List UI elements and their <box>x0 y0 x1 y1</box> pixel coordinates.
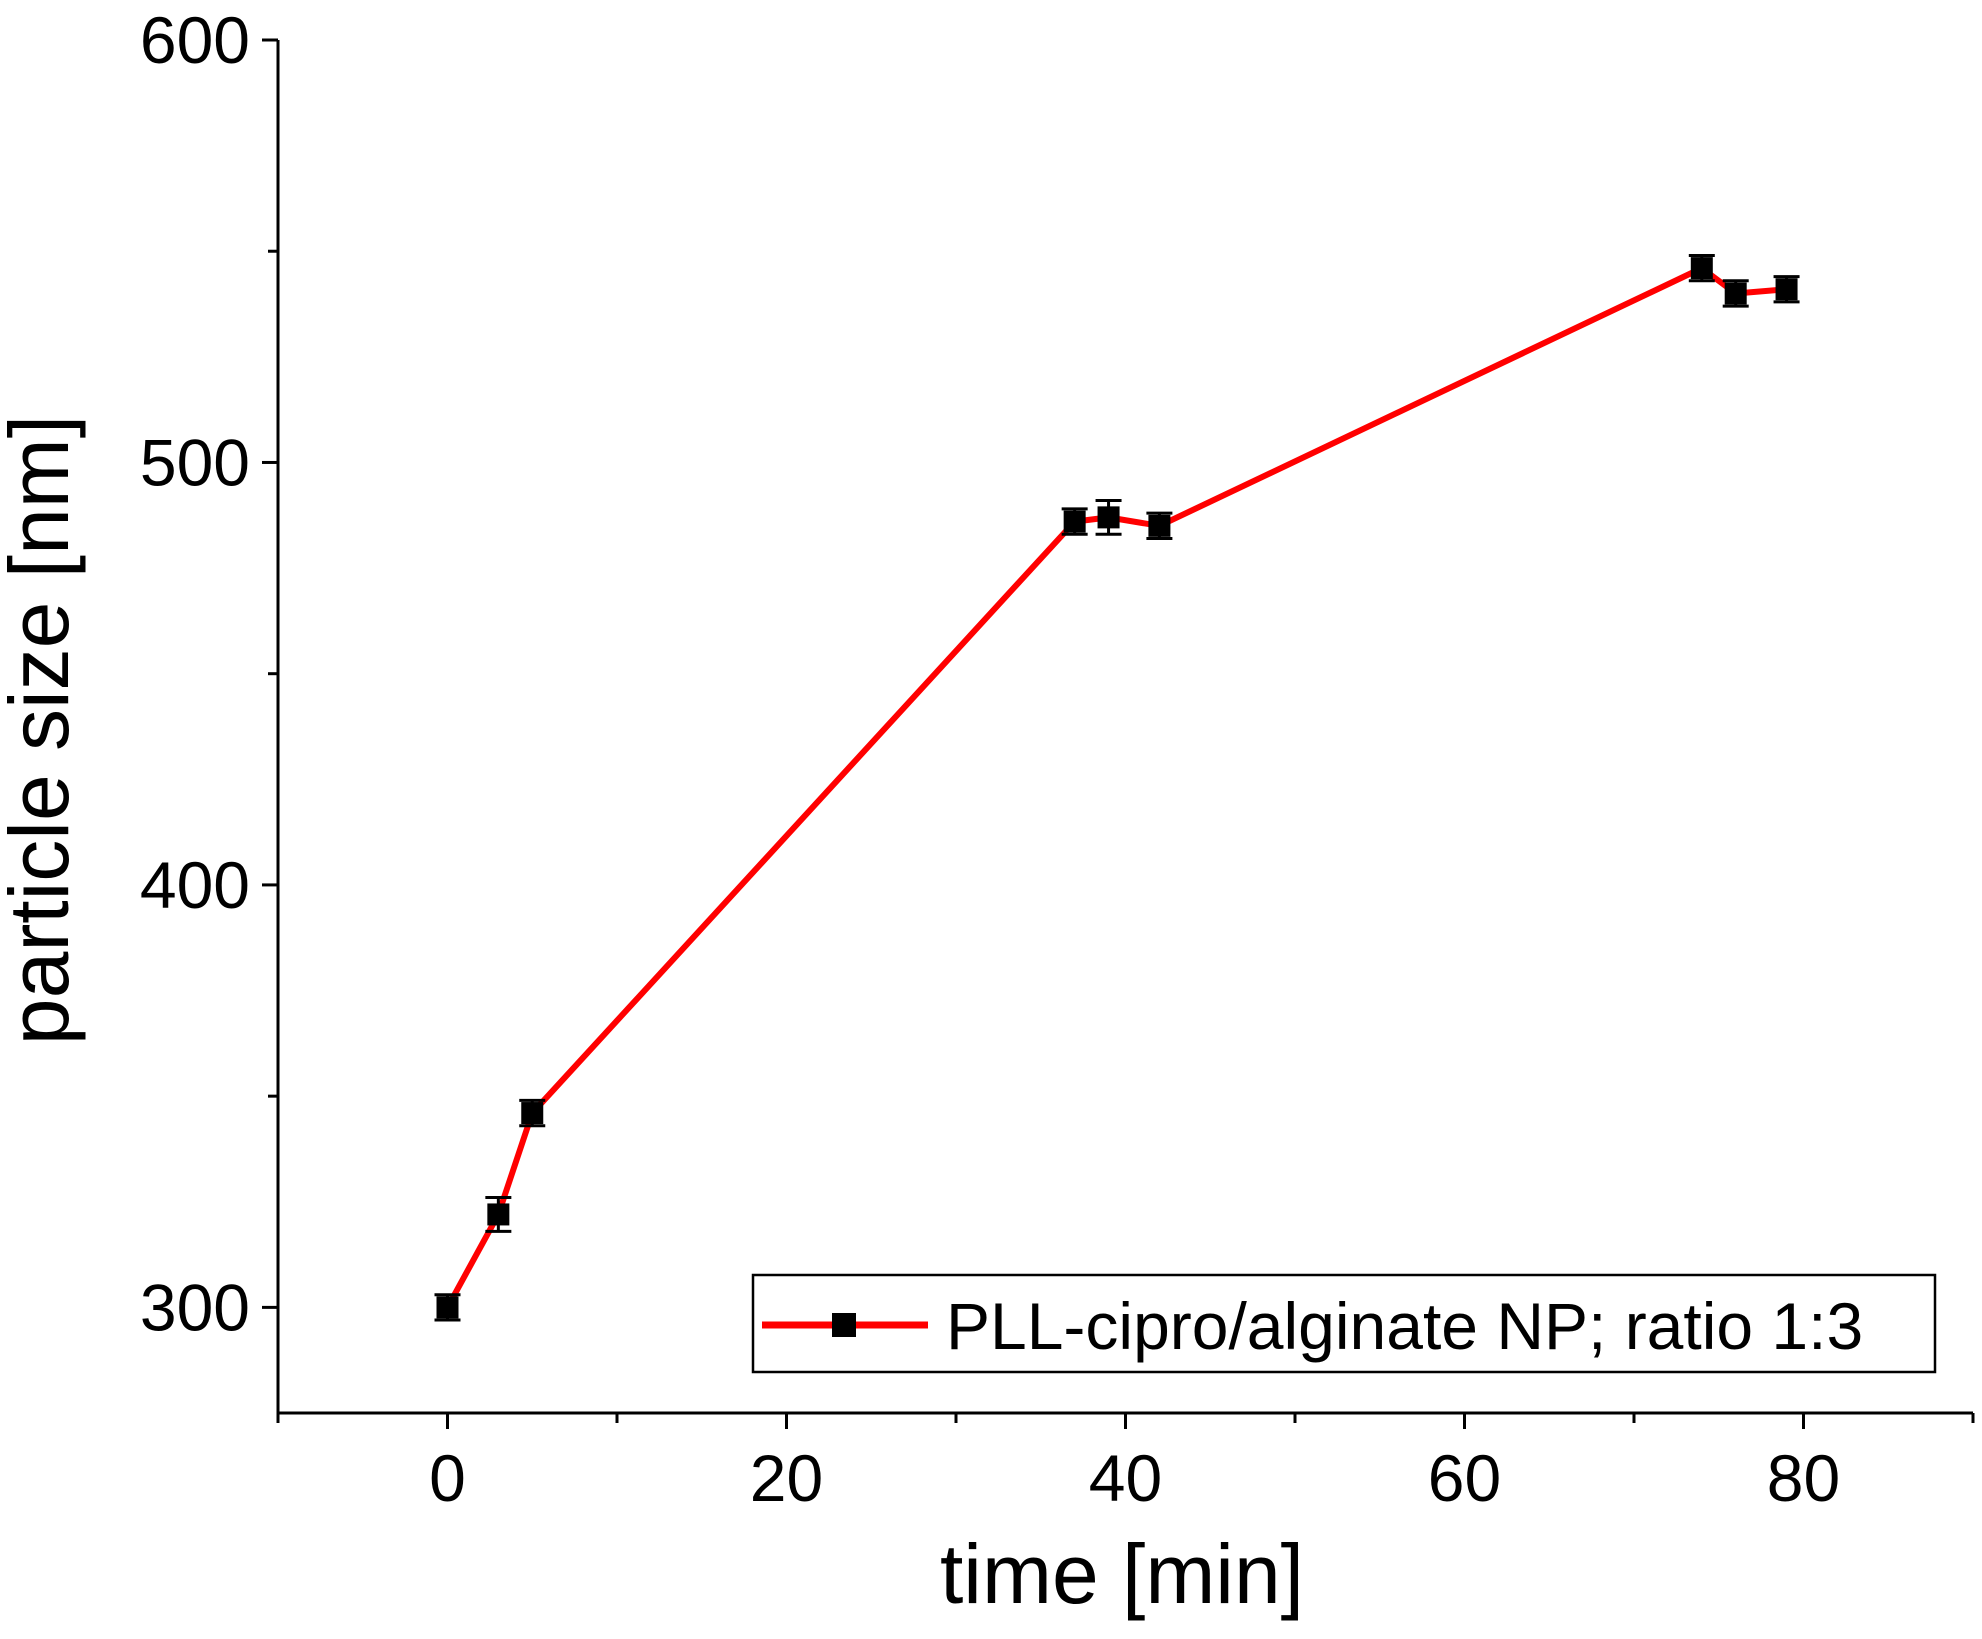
legend-box <box>751 1273 1937 1374</box>
y-axis-title: particle size [nm] <box>0 415 86 1045</box>
x-tick-label: 20 <box>750 1441 823 1515</box>
data-point-marker <box>436 1296 459 1319</box>
x-tick-label: 0 <box>429 1441 466 1515</box>
data-point-marker <box>521 1102 544 1125</box>
data-point-marker <box>1724 282 1747 305</box>
data-point-marker <box>1148 514 1171 537</box>
x-tick-label: 80 <box>1767 1441 1840 1515</box>
y-tick-label: 300 <box>140 1270 250 1344</box>
data-point-marker <box>487 1203 510 1226</box>
data-point-marker <box>1097 506 1120 529</box>
data-point-marker <box>1063 510 1086 533</box>
x-tick-label: 40 <box>1089 1441 1162 1515</box>
y-tick-label: 500 <box>140 425 250 499</box>
ticks: 0 20 40 60 80 300 400 500 600 <box>140 3 1975 1515</box>
data-series <box>434 253 1800 1322</box>
legend: PLL-cipro/alginate NP; ratio 1:3 <box>751 1273 1937 1374</box>
legend-label: PLL-cipro/alginate NP; ratio 1:3 <box>946 1289 1863 1363</box>
y-tick-label: 400 <box>140 848 250 922</box>
y-tick-label: 600 <box>140 3 250 77</box>
legend-marker-swatch <box>832 1313 856 1337</box>
x-tick-label: 60 <box>1428 1441 1501 1515</box>
x-axis-title: time [min] <box>940 1527 1304 1621</box>
data-point-marker <box>1690 257 1713 280</box>
data-point-marker <box>1775 278 1798 301</box>
